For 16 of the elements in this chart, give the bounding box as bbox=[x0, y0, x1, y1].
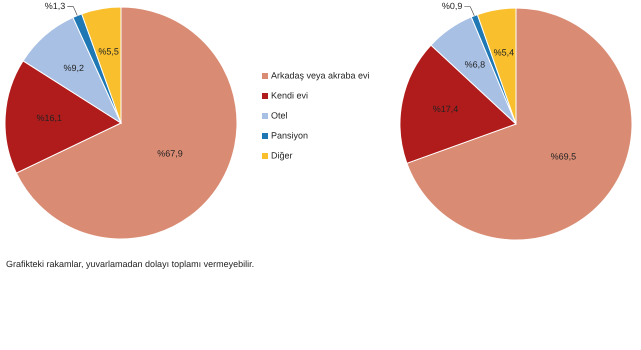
legend-label: Diğer bbox=[271, 150, 293, 160]
data-label: %1,3 bbox=[44, 0, 66, 11]
data-label: %9,2 bbox=[64, 63, 84, 74]
text: Grafikteki rakamlar, yuvarlamadan dolayı toplamı vermeyebilir. bbox=[6, 259, 254, 269]
data-label: %67,9 bbox=[157, 148, 183, 158]
data-label: %0,9 bbox=[442, 1, 462, 12]
legend-label: Pansiyon bbox=[271, 130, 308, 140]
legend-label: Otel bbox=[271, 110, 288, 120]
data-label: %6,8 bbox=[464, 59, 486, 70]
legend-label: Kendi evi bbox=[271, 90, 308, 100]
legend-label: Arkadaş veya akraba evi bbox=[271, 70, 370, 80]
data-label: %5,5 bbox=[98, 46, 119, 57]
data-label: %16,1 bbox=[36, 113, 62, 124]
data-label: %17,4 bbox=[432, 104, 458, 114]
data-label: %5,4 bbox=[494, 47, 514, 58]
data-label: %69,5 bbox=[550, 152, 576, 162]
